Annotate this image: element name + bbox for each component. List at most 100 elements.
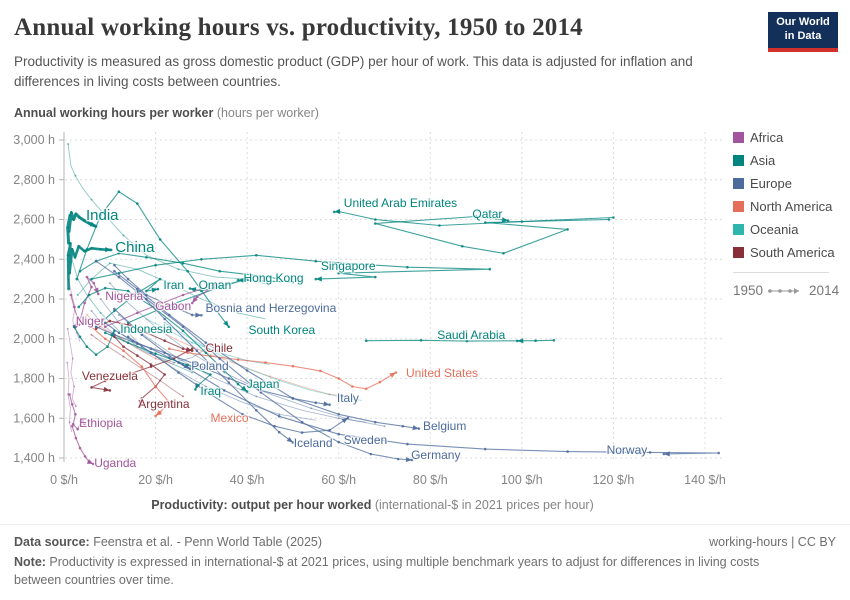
- country-trajectory-bosnia-and-herzegovina[interactable]: [114, 264, 202, 316]
- data-point: [99, 214, 102, 217]
- y-axis-heading-bold: Annual working hours per worker: [14, 106, 214, 120]
- legend-item-oceania[interactable]: Oceania: [733, 222, 845, 237]
- data-point: [168, 401, 171, 404]
- country-label-iraq[interactable]: Iraq: [199, 383, 222, 400]
- country-label-belgium[interactable]: Belgium: [422, 418, 468, 435]
- country-label-venezuela[interactable]: Venezuela: [81, 368, 140, 385]
- data-point: [465, 339, 469, 343]
- country-label-sweden[interactable]: Sweden: [343, 432, 389, 449]
- data-point: [254, 409, 258, 412]
- footnote-value: Productivity is expressed in internation…: [14, 555, 760, 588]
- trajectory-arrow-icon: [192, 296, 198, 303]
- country-label-china[interactable]: China: [114, 238, 156, 258]
- country-trajectory-norway[interactable]: [114, 308, 720, 455]
- country-trajectory-belgium[interactable]: [114, 270, 419, 430]
- background-trajectory[interactable]: [68, 279, 81, 342]
- country-trajectory-argentina[interactable]: [113, 336, 166, 407]
- legend-item-europe[interactable]: Europe: [733, 176, 845, 191]
- country-label-united-arab-emirates[interactable]: United Arab Emirates: [343, 195, 459, 212]
- data-point: [648, 451, 652, 454]
- legend-item-north-america[interactable]: North America: [733, 199, 845, 214]
- data-point: [67, 287, 70, 291]
- chart-area[interactable]: 1,400 h 1,600 h 1,800 h 2,000 h 2,200 h 2,400…: [0, 124, 745, 496]
- data-point: [90, 285, 93, 289]
- country-trajectory-nigeria[interactable]: [79, 276, 99, 322]
- trajectory-arrow-icon: [240, 385, 248, 392]
- data-point: [255, 395, 258, 398]
- country-label-saudi-arabia[interactable]: Saudi Arabia: [436, 327, 507, 344]
- data-point: [181, 293, 185, 297]
- data-point: [218, 269, 221, 273]
- data-point: [136, 354, 139, 357]
- country-trajectory-indonesia[interactable]: [73, 326, 115, 356]
- country-trajectory-united-states[interactable]: [169, 348, 397, 390]
- license-text[interactable]: working-hours | CC BY: [709, 535, 836, 549]
- data-point: [90, 198, 93, 201]
- country-label-niger[interactable]: Niger: [75, 313, 106, 330]
- country-trajectory-qatar[interactable]: [374, 215, 609, 254]
- data-point: [149, 351, 153, 354]
- country-label-poland[interactable]: Poland: [190, 358, 230, 375]
- country-label-iran[interactable]: Iran: [162, 277, 185, 294]
- country-label-oman[interactable]: Oman: [197, 277, 232, 294]
- trajectory-arrow-icon: [223, 320, 229, 327]
- trajectory-arrow-icon: [138, 399, 144, 407]
- country-label-united-states[interactable]: United States: [405, 365, 480, 382]
- country-label-ethiopia[interactable]: Ethiopia: [78, 415, 124, 432]
- country-label-chile[interactable]: Chile: [204, 340, 234, 357]
- country-label-india[interactable]: India: [85, 206, 121, 226]
- country-label-iceland[interactable]: Iceland: [293, 435, 334, 452]
- legend-item-asia[interactable]: Asia: [733, 153, 845, 168]
- country-trajectory-mexico[interactable]: [91, 326, 170, 417]
- data-point: [245, 369, 249, 372]
- background-trajectory[interactable]: [91, 334, 184, 397]
- country-trajectory-iran[interactable]: [95, 278, 161, 328]
- country-trajectory-japan[interactable]: [78, 287, 248, 392]
- data-point: [181, 261, 185, 265]
- data-point: [209, 393, 212, 396]
- background-trajectory[interactable]: [155, 328, 353, 397]
- data-point: [218, 357, 221, 360]
- country-label-italy[interactable]: Italy: [336, 390, 361, 407]
- data-point: [374, 218, 377, 221]
- country-label-indonesia[interactable]: Indonesia: [119, 321, 174, 338]
- data-point: [227, 381, 231, 384]
- y-tick-label: 1,600 h: [13, 411, 55, 425]
- data-point: [140, 333, 144, 337]
- country-label-germany[interactable]: Germany: [410, 447, 462, 464]
- legend-item-africa[interactable]: Africa: [733, 130, 845, 145]
- country-trajectory-germany[interactable]: [95, 260, 413, 461]
- country-label-gabon[interactable]: Gabon: [154, 298, 193, 315]
- country-label-hong-kong[interactable]: Hong Kong: [242, 270, 305, 287]
- data-point: [145, 331, 148, 335]
- country-label-nigeria[interactable]: Nigeria: [104, 288, 145, 305]
- y-tick-label: 2,400 h: [13, 252, 55, 266]
- country-label-uganda[interactable]: Uganda: [93, 455, 138, 472]
- country-label-mexico[interactable]: Mexico: [209, 410, 250, 427]
- legend-item-south-america[interactable]: South America: [733, 245, 845, 260]
- footer: Data source: Feenstra et al. - Penn Worl…: [0, 524, 850, 589]
- data-point: [117, 275, 121, 279]
- country-label-japan[interactable]: Japan: [245, 376, 280, 393]
- country-trajectory-italy[interactable]: [95, 326, 330, 406]
- background-trajectory[interactable]: [66, 362, 73, 433]
- country-trajectory-saudi-arabia[interactable]: [366, 339, 555, 342]
- country-label-singapore[interactable]: Singapore: [320, 258, 378, 275]
- background-trajectory[interactable]: [118, 314, 367, 423]
- background-trajectory[interactable]: [67, 328, 77, 407]
- background-trajectory[interactable]: [77, 262, 266, 320]
- data-point: [319, 369, 322, 373]
- country-label-argentina[interactable]: Argentina: [137, 396, 191, 413]
- country-trajectory-oman[interactable]: [127, 278, 248, 324]
- chart-canvas[interactable]: 1,400 h 1,600 h 1,800 h 2,000 h 2,200 h 2,400…: [0, 124, 745, 496]
- data-point: [662, 452, 666, 456]
- background-trajectory[interactable]: [100, 298, 316, 421]
- country-label-bosnia-and-herzegovina[interactable]: Bosnia and Herzegovina: [204, 300, 338, 317]
- owid-logo: Our World in Data: [768, 12, 838, 52]
- data-point: [154, 352, 157, 355]
- data-point: [87, 293, 91, 297]
- background-trajectory[interactable]: [67, 143, 271, 286]
- country-label-south-korea[interactable]: South Korea: [247, 322, 317, 339]
- country-label-norway[interactable]: Norway: [605, 442, 648, 459]
- country-label-qatar[interactable]: Qatar: [471, 206, 504, 223]
